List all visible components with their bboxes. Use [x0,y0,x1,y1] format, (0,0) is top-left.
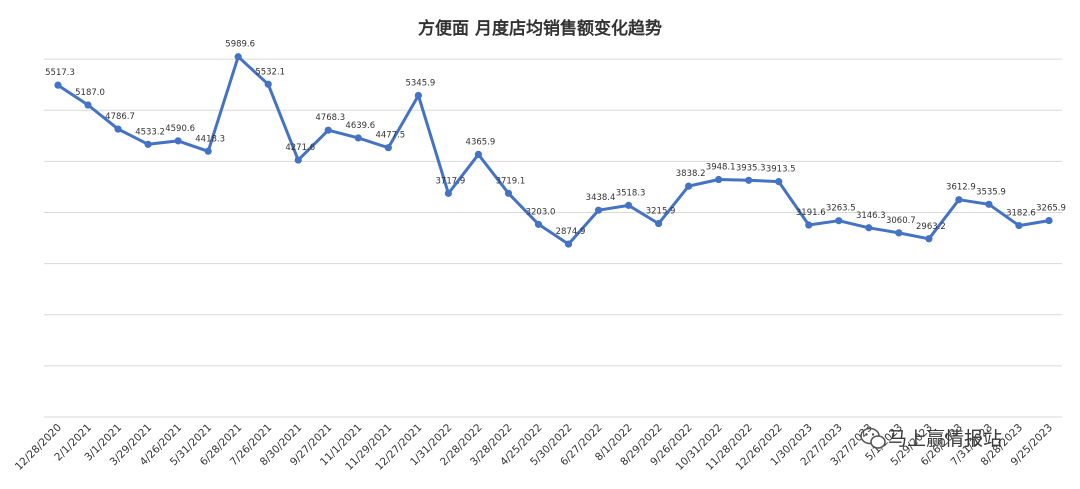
data-label: 3263.5 [826,204,856,214]
watermark: 马上赢情报站 [860,427,1002,450]
data-label: 3215.9 [646,207,676,217]
data-label: 5532.1 [255,67,285,77]
data-label: 4533.2 [135,127,165,137]
data-label: 4639.6 [345,121,375,131]
data-point [264,80,272,88]
data-point [685,182,693,190]
data-points [54,53,1053,248]
data-point [564,240,573,248]
data-label: 3265.9 [1036,204,1066,214]
data-label: 3146.3 [856,211,886,221]
data-point [474,150,483,159]
data-point [624,201,633,209]
data-label: 5345.9 [405,78,435,88]
data-point [775,178,783,186]
data-point [174,137,182,145]
data-point [1015,221,1023,230]
data-point [294,156,302,164]
watermark-text: 马上赢情报站 [888,428,1002,450]
data-point [234,53,242,61]
data-point [925,235,933,243]
data-point [655,219,663,228]
data-label: 4418.3 [195,134,225,144]
data-label: 3203.0 [526,207,556,217]
data-point [835,217,843,225]
data-label: 3182.6 [1006,209,1036,219]
data-point [985,200,993,208]
data-label: 3948.1 [706,163,736,173]
data-point [534,220,543,228]
data-point [594,206,603,214]
data-label: 3535.9 [976,187,1006,197]
data-label: 2874.9 [556,227,586,237]
data-label: 3612.9 [946,183,976,193]
data-point [114,125,122,133]
series-line [56,55,1051,246]
data-point [444,189,452,197]
data-label: 4590.6 [165,124,195,134]
chart-title: 方便面 月度店均销售额变化趋势 [418,18,662,39]
data-label: 4271.6 [285,143,315,153]
data-label: 2963.2 [916,222,946,232]
data-point [84,101,92,109]
gridlines [44,58,1062,418]
data-label: 5989.6 [225,40,255,50]
data-point [895,229,903,237]
data-point [745,176,753,184]
data-label: 3438.4 [586,193,616,203]
data-label: 4768.3 [315,113,345,123]
data-point [414,91,422,100]
data-point [504,189,513,197]
data-label: 3191.6 [796,208,826,218]
data-label: 3518.3 [616,188,646,198]
data-point [354,134,362,142]
data-label: 4477.5 [375,131,405,141]
data-label: 3719.1 [496,176,526,186]
data-label: 5517.3 [45,68,75,78]
data-label: 3838.2 [676,169,706,179]
x-tick-label: 12/28/2020 [13,422,64,473]
data-label: 3913.5 [766,165,796,175]
data-point [144,140,152,148]
data-point [324,126,332,134]
data-point [204,147,212,155]
data-point [384,144,392,152]
data-label: 5187.0 [75,88,105,98]
data-point [805,221,813,229]
data-point [1045,216,1053,225]
data-point [955,196,963,204]
data-label: 3935.3 [736,163,766,173]
data-point [865,224,873,232]
wechat-icon [860,427,886,449]
data-label: 3060.7 [886,216,916,226]
series-layer [56,55,1051,246]
data-label: 4365.9 [466,137,496,147]
data-point [715,175,723,184]
data-point [54,81,62,89]
data-label: 3717.9 [436,176,466,186]
data-label: 4786.7 [105,112,135,122]
